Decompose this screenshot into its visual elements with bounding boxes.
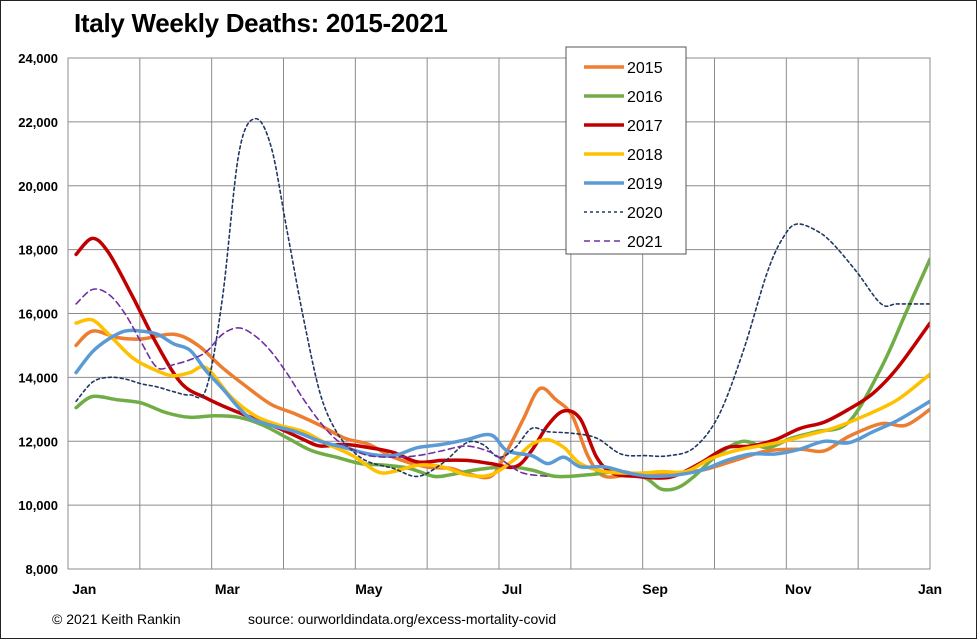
legend-label-2017: 2017 xyxy=(627,118,663,135)
series-line-2016 xyxy=(74,257,930,492)
y-tick-label: 16,000 xyxy=(18,307,58,322)
x-tick-label: Jul xyxy=(502,581,522,597)
copyright-text: © 2021 Keith Rankin xyxy=(52,611,181,627)
y-tick-label: 22,000 xyxy=(18,115,58,130)
plot-border xyxy=(67,57,931,570)
y-tick-label: 18,000 xyxy=(18,243,58,258)
legend: 2015 2016 2017 2018 2019 2020 2021 xyxy=(565,46,687,255)
source-text: source: ourworldindata.org/excess-mortal… xyxy=(248,611,557,627)
legend-box xyxy=(565,46,687,255)
chart-title: Italy Weekly Deaths: 2015-2021 xyxy=(74,8,448,38)
legend-label-2020: 2020 xyxy=(627,205,663,222)
x-axis-ticks: Jan Mar May Jul Sep Nov Jan xyxy=(72,581,942,597)
series-line-2018 xyxy=(74,317,930,479)
series-line-2017 xyxy=(74,236,930,480)
y-tick-label: 10,000 xyxy=(18,498,58,513)
x-tick-label: Nov xyxy=(785,581,812,597)
x-tick-label: Sep xyxy=(642,581,668,597)
plot-area-border xyxy=(67,57,931,570)
y-axis-ticks: 8,000 10,000 12,000 14,000 16,000 18,000 20,00… xyxy=(18,51,58,577)
legend-label-2016: 2016 xyxy=(627,89,663,106)
series-lines xyxy=(74,117,930,492)
legend-label-2018: 2018 xyxy=(627,147,663,164)
y-tick-label: 12,000 xyxy=(18,434,58,449)
legend-label-2019: 2019 xyxy=(627,176,663,193)
x-tick-label: Jan xyxy=(918,581,942,597)
y-tick-label: 20,000 xyxy=(18,179,58,194)
x-tick-label: Jan xyxy=(72,581,96,597)
legend-label-2015: 2015 xyxy=(627,60,663,77)
series-line-2021 xyxy=(75,288,549,478)
series-line-2015 xyxy=(74,329,930,480)
series-line-2020 xyxy=(75,117,930,478)
y-tick-label: 14,000 xyxy=(18,370,58,385)
x-tick-label: May xyxy=(355,581,382,597)
grid-lines xyxy=(68,57,930,570)
x-tick-label: Mar xyxy=(215,581,240,597)
series-line-2019 xyxy=(74,328,930,479)
y-tick-label: 8,000 xyxy=(25,562,58,577)
y-tick-label: 24,000 xyxy=(18,51,58,66)
legend-label-2021: 2021 xyxy=(627,234,663,251)
